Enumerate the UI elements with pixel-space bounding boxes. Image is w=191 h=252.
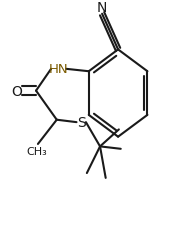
Text: N: N bbox=[97, 1, 107, 15]
Text: HN: HN bbox=[49, 63, 68, 76]
Text: O: O bbox=[11, 84, 22, 98]
Text: CH₃: CH₃ bbox=[27, 146, 47, 156]
Text: S: S bbox=[77, 116, 86, 130]
